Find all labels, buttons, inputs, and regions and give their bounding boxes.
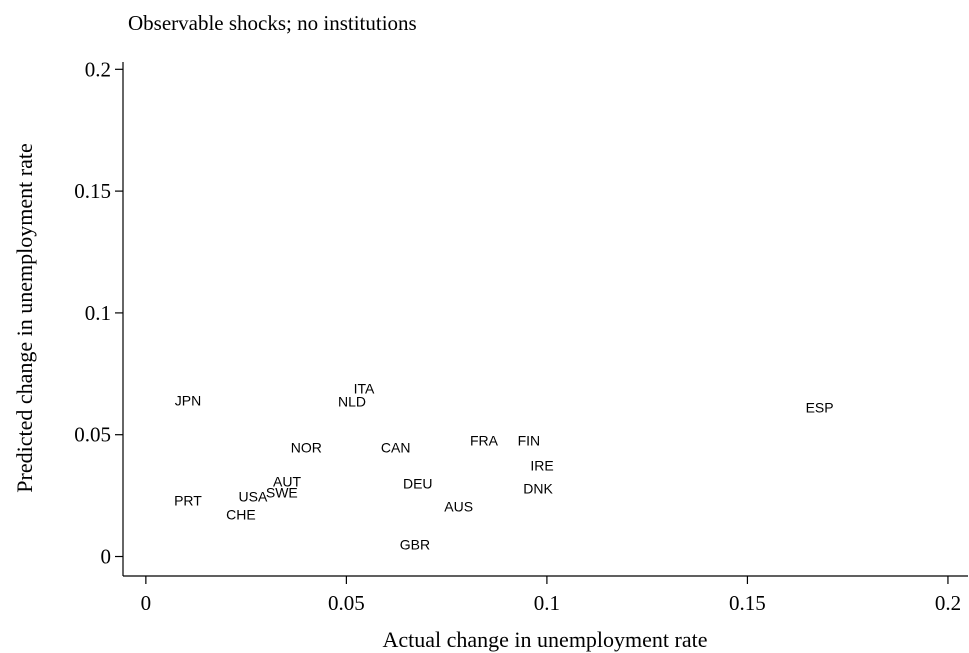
point-label: NLD (338, 393, 366, 409)
point-label: FIN (518, 433, 541, 449)
point-label: DEU (403, 475, 433, 491)
x-tick-label: 0 (141, 591, 152, 615)
point-label: AUT (273, 473, 301, 489)
chart-title: Observable shocks; no institutions (128, 11, 417, 35)
point-label: GBR (400, 537, 430, 553)
point-label: FRA (470, 433, 499, 449)
point-label: USA (239, 489, 268, 505)
x-axis-label: Actual change in unemployment rate (383, 627, 708, 652)
y-tick-label: 0.05 (74, 423, 111, 447)
point-label: ESP (806, 399, 834, 415)
point-label: JPN (175, 393, 201, 409)
point-label: IRE (530, 457, 553, 473)
point-label: PRT (174, 492, 202, 508)
y-tick-label: 0.2 (85, 57, 111, 81)
x-tick-label: 0.2 (935, 591, 961, 615)
y-tick-label: 0 (101, 545, 112, 569)
point-label: AUS (444, 499, 473, 515)
y-tick-label: 0.15 (74, 179, 111, 203)
x-tick-label: 0.1 (534, 591, 560, 615)
point-label: CAN (381, 439, 411, 455)
y-axis-label: Predicted change in unemployment rate (12, 143, 37, 492)
x-tick-label: 0.15 (729, 591, 766, 615)
point-label: ITA (354, 380, 375, 396)
point-label: CHE (226, 507, 256, 523)
point-label: SWE (266, 484, 298, 500)
point-label: DNK (523, 481, 553, 497)
x-tick-label: 0.05 (328, 591, 365, 615)
point-label: NOR (291, 439, 322, 455)
y-tick-label: 0.1 (85, 301, 111, 325)
